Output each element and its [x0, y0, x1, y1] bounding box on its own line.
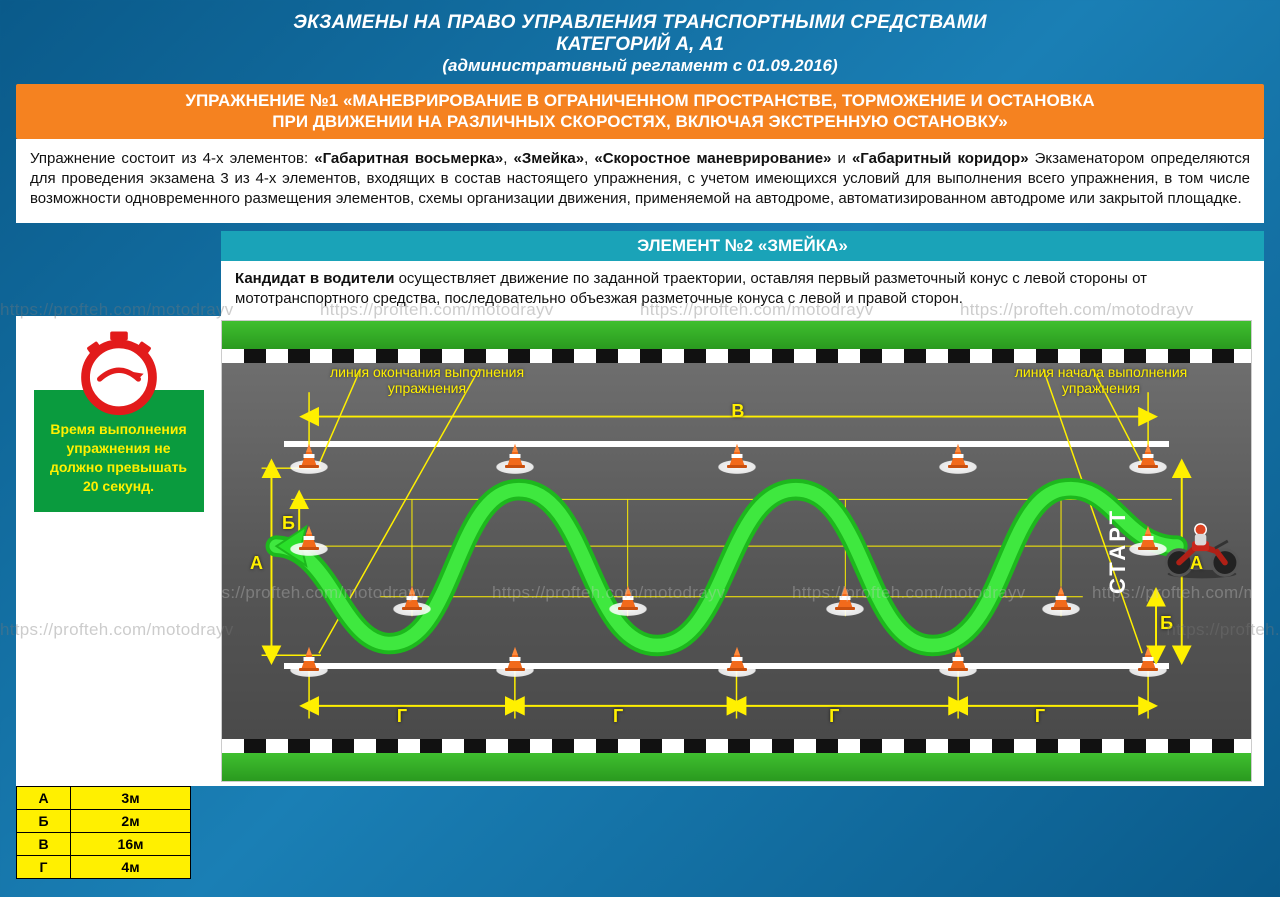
- main-row: Время выполнения упражнения не должно пр…: [16, 316, 1264, 786]
- table-row: В16м: [17, 833, 191, 856]
- traffic-cone: [834, 585, 856, 611]
- element-description: Кандидат в водители осуществляет движени…: [221, 261, 1264, 316]
- dim-G1: Г: [397, 706, 407, 727]
- table-row: Б2м: [17, 810, 191, 833]
- road-surface: СТАРТ: [222, 363, 1251, 739]
- dim-Bm-right: Б: [1160, 613, 1173, 634]
- page-header: ЭКЗАМЕНЫ НА ПРАВО УПРАВЛЕНИЯ ТРАНСПОРТНЫ…: [16, 12, 1264, 76]
- label-start-line: линия начала выполнения упражнения: [1001, 365, 1201, 396]
- traffic-cone: [401, 585, 423, 611]
- dim-Bm-left: Б: [282, 513, 295, 534]
- watermark: https://profteh.com/motodrayv: [222, 583, 426, 603]
- stopwatch-icon: [75, 328, 163, 416]
- dim-val: 16м: [71, 833, 191, 856]
- table-row: А3м: [17, 787, 191, 810]
- curb-top: [222, 349, 1251, 363]
- snake-diagram: СТАРТ: [221, 320, 1252, 782]
- element-title-bar: ЭЛЕМЕНТ №2 «ЗМЕЙКА»: [221, 231, 1264, 261]
- intro-b3: «Скоростное маневрирование»: [594, 150, 831, 167]
- traffic-cone: [504, 443, 526, 469]
- left-column: Время выполнения упражнения не должно пр…: [16, 316, 221, 786]
- diagram-column: СТАРТ: [221, 316, 1264, 786]
- watermark: https://profteh.com/motodrayv: [492, 583, 726, 603]
- intro-panel: Упражнение состоит из 4-х элементов: «Га…: [16, 139, 1264, 224]
- traffic-cone: [298, 443, 320, 469]
- dim-G2: Г: [613, 706, 623, 727]
- orange-line2: ПРИ ДВИЖЕНИИ НА РАЗЛИЧНЫХ СКОРОСТЯХ, ВКЛ…: [26, 111, 1254, 132]
- dim-val: 4м: [71, 856, 191, 879]
- intro-b1: «Габаритная восьмерка»: [314, 150, 503, 167]
- dim-key: Г: [17, 856, 71, 879]
- traffic-cone: [947, 646, 969, 672]
- start-label: СТАРТ: [1105, 508, 1131, 594]
- dimensions-table: А3мБ2мВ16мГ4м: [16, 786, 191, 879]
- label-end-line: линия окончания выполнения упражнения: [312, 365, 542, 396]
- orange-line1: УПРАЖНЕНИЕ №1 «МАНЕВРИРОВАНИЕ В ОГРАНИЧЕ…: [26, 90, 1254, 111]
- grass-bottom: [222, 753, 1251, 781]
- dim-key: Б: [17, 810, 71, 833]
- grass-top: [222, 321, 1251, 349]
- dim-val: 2м: [71, 810, 191, 833]
- header-line1: ЭКЗАМЕНЫ НА ПРАВО УПРАВЛЕНИЯ ТРАНСПОРТНЫ…: [16, 12, 1264, 34]
- traffic-cone: [298, 525, 320, 551]
- exercise-title-bar: УПРАЖНЕНИЕ №1 «МАНЕВРИРОВАНИЕ В ОГРАНИЧЕ…: [16, 84, 1264, 139]
- dim-A-right: А: [1190, 553, 1203, 574]
- traffic-cone: [947, 443, 969, 469]
- traffic-cone: [1050, 585, 1072, 611]
- intro-b4: «Габаритный коридор»: [852, 150, 1029, 167]
- intro-b2: «Змейка»: [513, 150, 584, 167]
- dim-G4: Г: [1035, 706, 1045, 727]
- dim-key: В: [17, 833, 71, 856]
- traffic-cone: [1137, 646, 1159, 672]
- table-row: Г4м: [17, 856, 191, 879]
- header-line2: КАТЕГОРИЙ А, А1: [16, 34, 1264, 56]
- traffic-cone: [726, 646, 748, 672]
- subdesc-bold: Кандидат в водители: [235, 270, 394, 287]
- traffic-cone: [504, 646, 526, 672]
- page-root: ЭКЗАМЕНЫ НА ПРАВО УПРАВЛЕНИЯ ТРАНСПОРТНЫ…: [0, 0, 1280, 897]
- traffic-cone: [1137, 443, 1159, 469]
- dim-key: А: [17, 787, 71, 810]
- header-line3: (административный регламент с 01.09.2016…: [16, 56, 1264, 76]
- watermark: https://profteh.com/motodrayv: [792, 583, 1026, 603]
- dim-val: 3м: [71, 787, 191, 810]
- traffic-cone: [1137, 525, 1159, 551]
- traffic-cone: [298, 646, 320, 672]
- traffic-cone: [617, 585, 639, 611]
- curb-bottom: [222, 739, 1251, 753]
- timer-block: Время выполнения упражнения не должно пр…: [34, 328, 204, 512]
- traffic-cone: [726, 443, 748, 469]
- intro-prefix: Упражнение состоит из 4-х элементов:: [30, 150, 314, 167]
- dim-B: В: [731, 401, 744, 422]
- dim-G3: Г: [829, 706, 839, 727]
- dim-A-left: А: [250, 553, 263, 574]
